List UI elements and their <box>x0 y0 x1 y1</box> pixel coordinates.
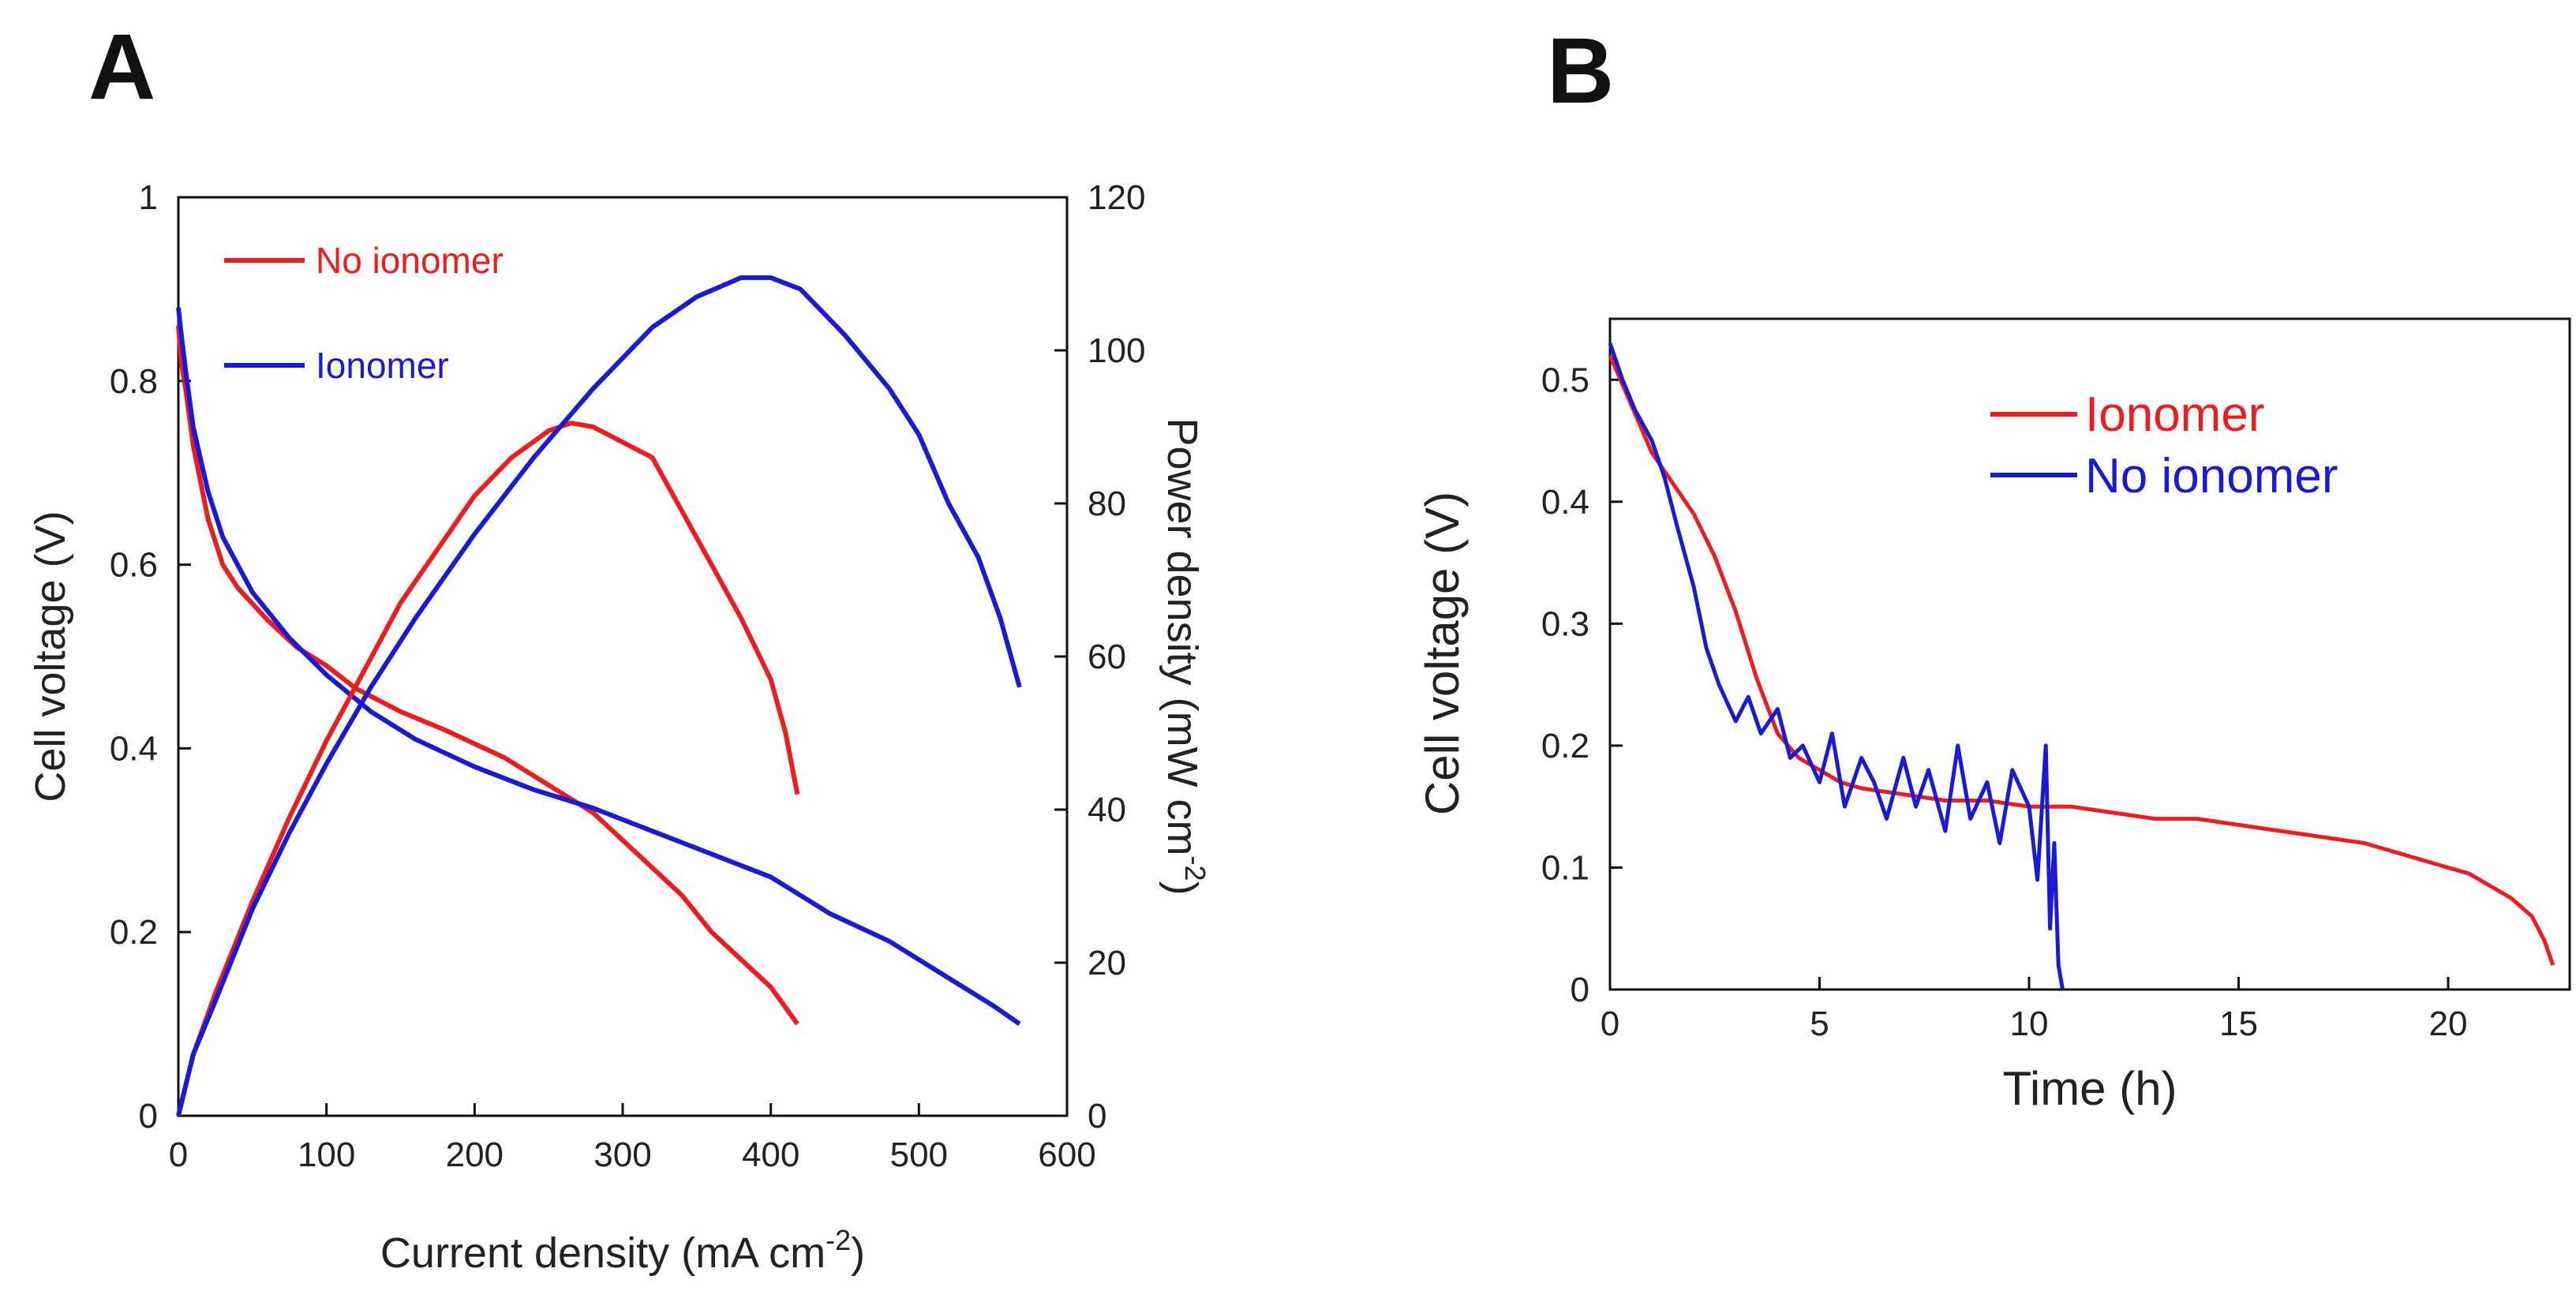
chart-b-x-tick-label: 5 <box>1810 1005 1829 1043</box>
legend-a-label-ionomer: Ionomer <box>316 345 449 386</box>
chart-a-y2-tick-label: 0 <box>1088 1097 1106 1136</box>
chart-b-y-tick-label: 0 <box>1571 971 1589 1009</box>
chart-b: 0 5 10 15 20 0 0.1 0.2 0.3 0.4 0.5 Ionomer No iono… <box>1416 317 2571 1115</box>
chart-a-y-tick-label: 0.4 <box>110 729 158 768</box>
chart-b-y-axis-title: Cell voltage (V) <box>1416 492 1469 815</box>
chart-a-x-tick-label: 300 <box>593 1136 651 1174</box>
chart-a-y2-tick-label: 60 <box>1088 638 1126 676</box>
chart-a-series-no-ionomer-voltage <box>176 325 799 1026</box>
chart-a-y2-tick-label: 100 <box>1088 331 1145 370</box>
chart-a-series-ionomer-power <box>176 275 1022 1117</box>
chart-b-frame <box>1608 317 2571 991</box>
chart-b-x-tick-label: 0 <box>1601 1005 1619 1043</box>
chart-a-x-tick-label: 400 <box>742 1136 799 1174</box>
chart-b-series-ionomer <box>1608 354 2555 966</box>
chart-b-legend: Ionomer No ionomer <box>1990 387 2338 503</box>
chart-a-x-tick-label: 600 <box>1038 1136 1095 1174</box>
chart-a-y2-tick-label: 120 <box>1088 178 1145 217</box>
chart-a: 0 100 200 300 400 500 60000.20.40.60.810204060… <box>27 178 1211 1277</box>
chart-b-x-tick-label: 15 <box>2219 1005 2258 1043</box>
legend-b-label-no-ionomer: No ionomer <box>2085 449 2338 503</box>
chart-a-x-tick-label: 100 <box>298 1136 355 1174</box>
chart-b-y-tick-label: 0.4 <box>1541 483 1589 522</box>
chart-a-y2-tick-label: 40 <box>1088 791 1126 829</box>
chart-a-y-tick-label: 0 <box>139 1097 158 1136</box>
legend-b-label-ionomer: Ionomer <box>2085 387 2264 442</box>
chart-b-series-no-ionomer <box>1608 342 2065 990</box>
chart-b-x-axis-title: Time (h) <box>2002 1062 2177 1115</box>
panel-label-b: B <box>1547 19 1614 123</box>
legend-a-label-no-ionomer: No ionomer <box>316 240 504 281</box>
chart-a-y2-axis-title: Power density (mW cm-2) <box>1159 417 1211 895</box>
chart-a-y2-tick-label: 20 <box>1088 944 1126 982</box>
chart-a-x-tick-label: 0 <box>169 1136 188 1174</box>
chart-a-legend: No ionomer Ionomer <box>224 240 504 386</box>
chart-a-x-tick-label: 200 <box>446 1136 504 1174</box>
chart-a-y-tick-label: 0.8 <box>110 362 158 401</box>
chart-a-y-tick-label: 0.2 <box>110 913 158 952</box>
chart-b-x-tick-label: 20 <box>2429 1005 2468 1043</box>
chart-b-x-tick-label: 10 <box>2010 1005 2049 1043</box>
chart-a-y-axis-title: Cell voltage (V) <box>27 511 74 802</box>
chart-b-y-tick-label: 0.3 <box>1541 604 1589 643</box>
chart-a-y2-tick-label: 80 <box>1088 485 1126 523</box>
chart-a-x-tick-label: 500 <box>890 1136 948 1174</box>
chart-a-series-no-ionomer-power <box>176 421 800 1117</box>
chart-b-y-tick-label: 0.2 <box>1541 727 1589 765</box>
chart-b-y-tick-label: 0.1 <box>1541 848 1589 887</box>
panel-label-a: A <box>88 15 155 119</box>
chart-a-series-ionomer-voltage <box>176 307 1021 1027</box>
chart-a-x-axis-title: Current density (mA cm-2) <box>380 1224 865 1277</box>
chart-a-y-tick-label: 1 <box>139 178 158 217</box>
chart-b-y-tick-label: 0.5 <box>1541 361 1589 399</box>
chart-a-y-tick-label: 0.6 <box>110 546 158 585</box>
